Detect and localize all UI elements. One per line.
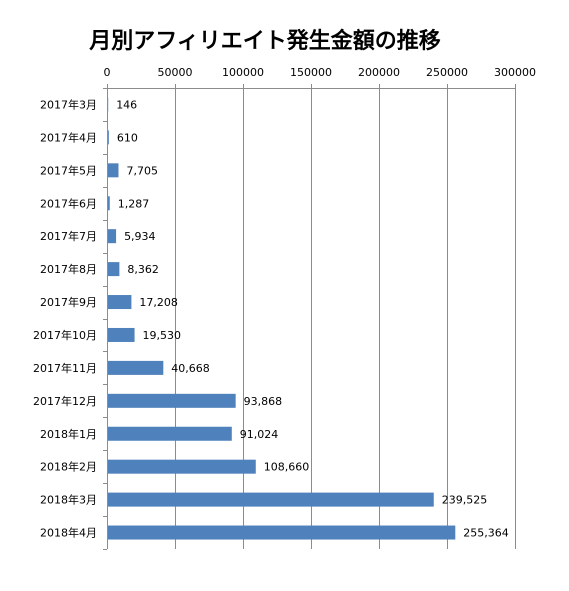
data-label: 1,287 xyxy=(118,197,150,210)
bar xyxy=(108,360,164,375)
data-label: 93,868 xyxy=(244,395,282,408)
category-label: 2017年7月 xyxy=(40,229,97,243)
x-axis-ticks: 0 50000 100000 150000 200000 250000 300000 xyxy=(104,66,537,79)
bar xyxy=(108,525,456,540)
bar xyxy=(108,492,434,507)
chart-title: 月別アフィリエイト発生金額の推移 xyxy=(88,28,441,54)
category-label: 2018年1月 xyxy=(40,427,97,441)
data-label: 239,525 xyxy=(442,494,488,507)
data-label: 8,362 xyxy=(127,263,158,276)
bar xyxy=(108,327,135,342)
bar xyxy=(108,229,117,244)
x-tick-label: 50000 xyxy=(158,66,193,79)
x-tick-label: 100000 xyxy=(222,66,264,79)
bar xyxy=(108,459,256,474)
bar xyxy=(108,163,119,178)
bar xyxy=(108,262,120,277)
x-tick-label: 250000 xyxy=(426,66,468,79)
data-label: 108,660 xyxy=(264,461,310,474)
category-label: 2018年2月 xyxy=(40,460,97,474)
category-label: 2017年5月 xyxy=(40,163,97,177)
category-label: 2017年6月 xyxy=(40,196,97,210)
bar xyxy=(108,393,236,408)
category-label: 2018年3月 xyxy=(40,493,97,507)
x-tick-label: 0 xyxy=(104,66,111,79)
data-label: 40,668 xyxy=(171,362,210,375)
data-label: 610 xyxy=(117,131,138,144)
category-label: 2017年11月 xyxy=(33,361,97,375)
category-label: 2017年9月 xyxy=(40,295,97,309)
bar xyxy=(108,196,110,211)
x-tick-label: 300000 xyxy=(494,66,536,79)
grid-layer xyxy=(103,84,516,550)
bar xyxy=(108,130,109,145)
data-labels: 146 610 7,705 1,287 5,934 8,362 17,208 19,530 40… xyxy=(116,98,509,539)
bar xyxy=(108,295,132,310)
data-label: 17,208 xyxy=(139,296,178,309)
category-labels: 2017年3月 2017年4月 2017年5月 2017年6月 2017年7月 2017年… xyxy=(33,97,97,539)
category-label: 2017年12月 xyxy=(33,394,97,408)
x-tick-label: 200000 xyxy=(358,66,400,79)
bars xyxy=(108,97,456,540)
category-label: 2018年4月 xyxy=(40,526,97,540)
x-tick-label: 150000 xyxy=(290,66,332,79)
data-label: 19,530 xyxy=(143,329,182,342)
data-label: 146 xyxy=(116,98,137,111)
category-label: 2017年10月 xyxy=(33,328,97,342)
category-label: 2017年4月 xyxy=(40,130,97,144)
data-label: 255,364 xyxy=(463,527,509,540)
category-label: 2017年8月 xyxy=(40,262,97,276)
category-label: 2017年3月 xyxy=(40,97,97,111)
bar xyxy=(108,426,232,441)
data-label: 91,024 xyxy=(240,428,279,441)
data-label: 5,934 xyxy=(124,230,156,243)
data-label: 7,705 xyxy=(126,164,157,177)
